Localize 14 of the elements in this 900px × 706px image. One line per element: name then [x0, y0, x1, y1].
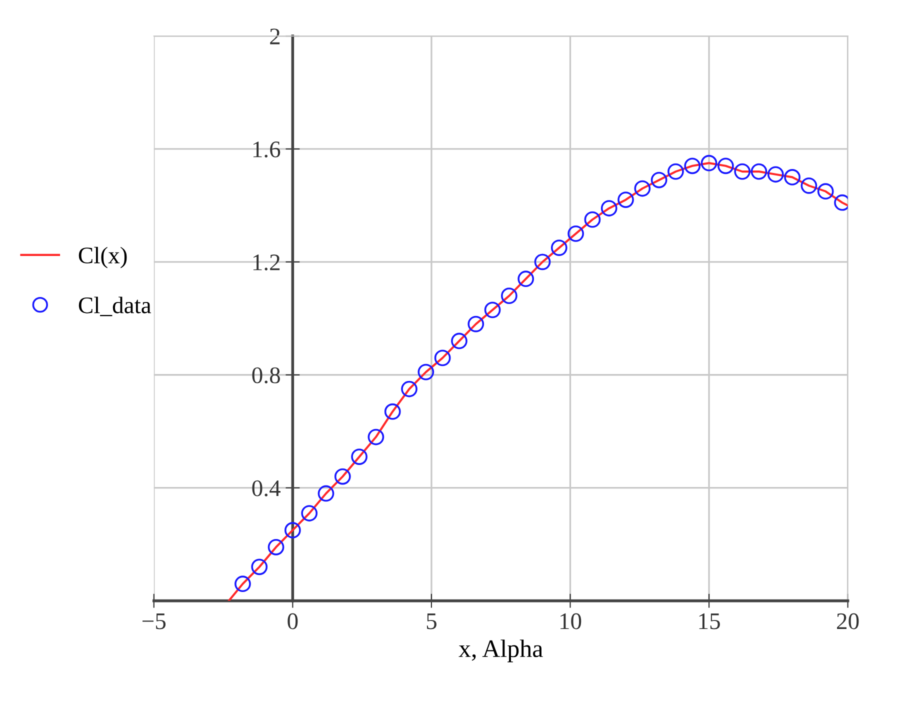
x-tick-label: −5: [142, 614, 166, 630]
x-tick-label: 5: [426, 614, 436, 630]
x-tick-label: 15: [699, 613, 720, 630]
y-tick-label: 1.6: [253, 142, 280, 158]
legend-label: Cl_data: [78, 296, 152, 316]
y-tick-label: 0.8: [252, 367, 280, 384]
x-tick-label: 10: [560, 613, 582, 630]
y-tick-label: 2: [270, 28, 280, 44]
x-tick-label: 20: [837, 613, 859, 630]
y-tick-label: 0.4: [252, 480, 281, 496]
legend-label: Cl(x): [78, 246, 127, 268]
y-tick-label: 1.2: [253, 254, 280, 270]
x-tick-label: 0: [288, 613, 298, 630]
x-axis-title: x, Alpha: [458, 640, 543, 662]
